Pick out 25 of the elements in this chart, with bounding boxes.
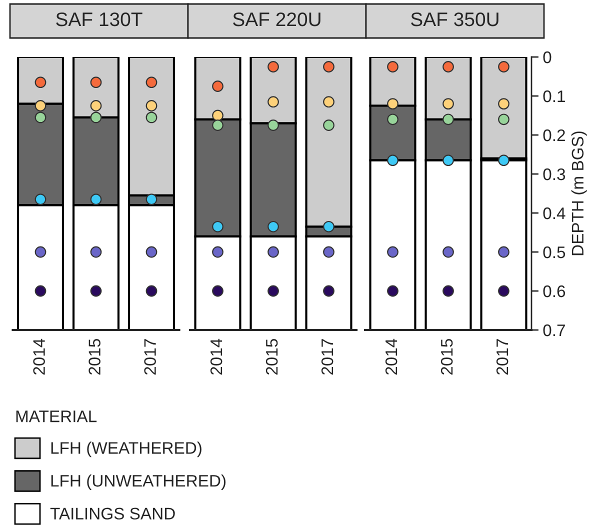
x-tick-label: 2015 xyxy=(440,339,453,375)
y-tick-label: 0.7 xyxy=(543,324,565,336)
legend-label: LFH (UNWEATHERED) xyxy=(51,474,226,490)
x-tick-label: 2014 xyxy=(33,338,45,375)
legend-label: LFH (WEATHERED) xyxy=(51,442,202,458)
x-tick-label: 2017 xyxy=(496,339,508,375)
x-tick-label: 2017 xyxy=(321,339,334,375)
x-tick-label: 2014 xyxy=(210,338,222,375)
legend-title: MATERIAL xyxy=(16,410,97,422)
x-tick-label: 2015 xyxy=(88,339,100,375)
x-tick-label: 2015 xyxy=(266,339,278,375)
y-tick-label: 0.2 xyxy=(543,129,565,142)
chart-title: SAF 220U xyxy=(233,12,320,26)
chart-title: SAF 350U xyxy=(411,12,498,26)
y-tick-label: 0.6 xyxy=(543,285,566,298)
y-tick-label: 0.4 xyxy=(543,207,566,220)
chart-title: SAF 130T xyxy=(56,12,142,26)
y-axis-title: DEPTH (m BGS) xyxy=(571,132,587,256)
y-tick-label: 0.5 xyxy=(543,246,566,258)
legend-label: TAILINGS SAND xyxy=(50,508,175,520)
y-tick-label: 0 xyxy=(543,51,552,64)
x-tick-label: 2017 xyxy=(144,339,156,375)
y-tick-label: 0.3 xyxy=(543,168,566,180)
y-tick-label: 0.1 xyxy=(543,90,565,102)
x-tick-label: 2014 xyxy=(385,338,398,375)
